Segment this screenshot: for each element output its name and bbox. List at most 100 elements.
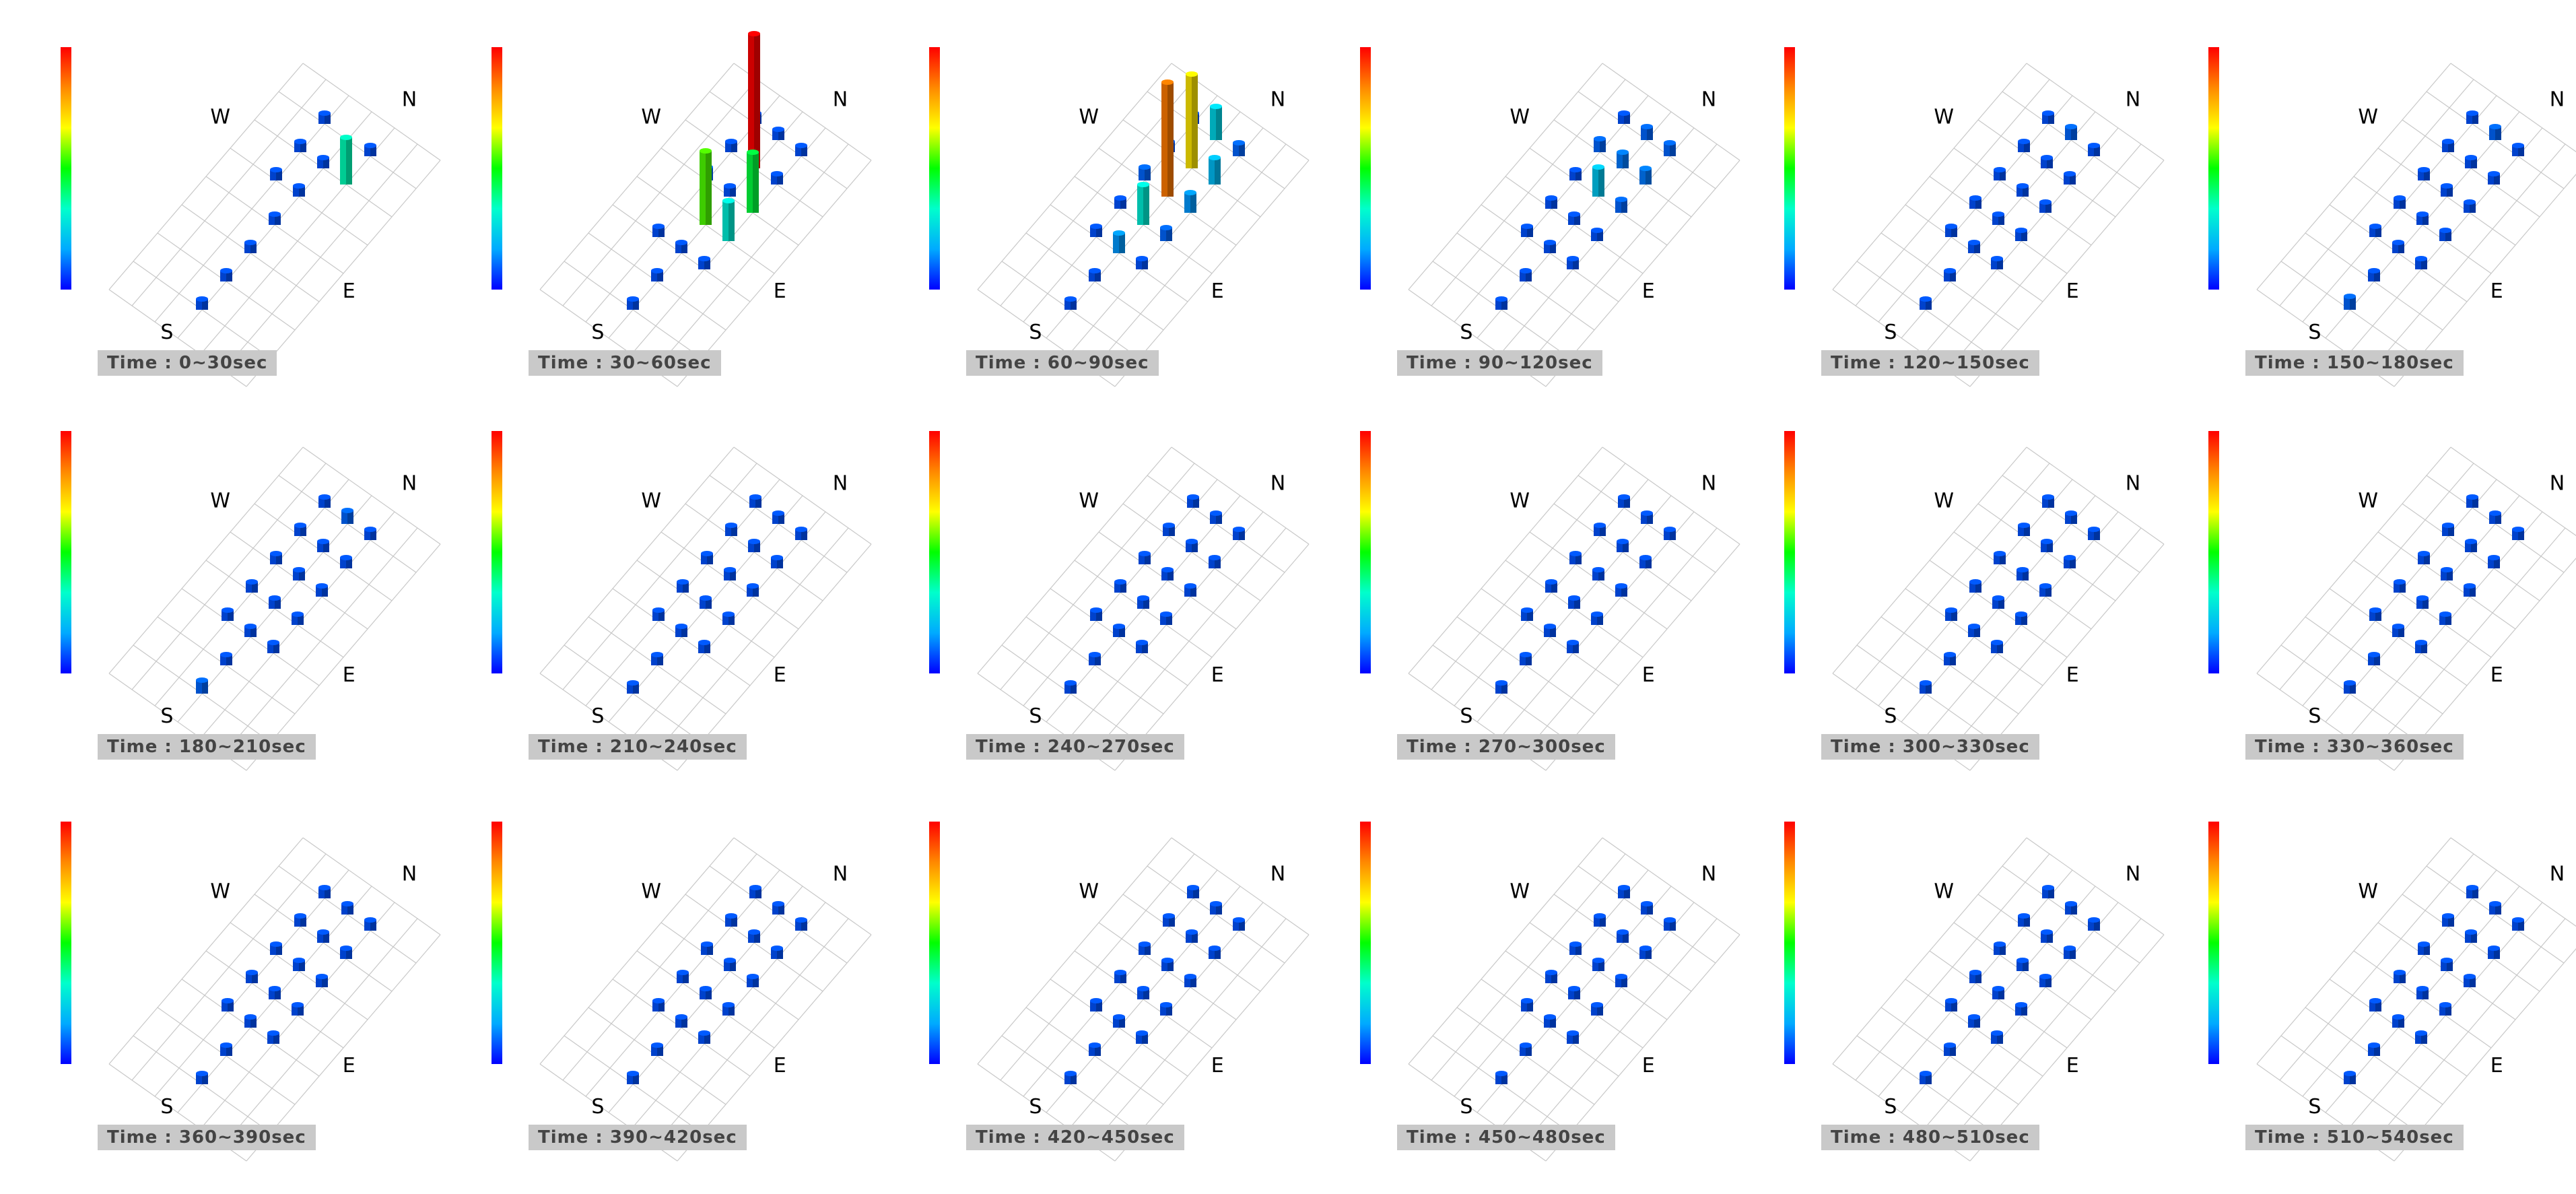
colorbar [1360, 822, 1371, 1064]
data-bar [724, 567, 736, 581]
data-bar [1591, 1002, 1603, 1016]
data-bar [2016, 958, 2029, 971]
chart-panel: N S E W Time : 210~240sec [471, 411, 889, 788]
data-bar [677, 579, 689, 593]
data-bar [1618, 110, 1630, 124]
data-bar [2064, 946, 2076, 959]
direction-label-north: N [2550, 88, 2565, 112]
data-bar [722, 1002, 735, 1016]
direction-label-east: E [774, 1054, 786, 1077]
data-bar [2439, 228, 2451, 241]
data-bar [1210, 510, 1222, 524]
data-bar [2418, 551, 2430, 564]
colorbar [1784, 822, 1795, 1064]
chart-svg: N S E W [929, 822, 1310, 1162]
data-bar [1136, 640, 1148, 653]
data-bar [1233, 527, 1245, 540]
data-bar [2088, 143, 2100, 156]
data-bar [1568, 986, 1580, 999]
data-bar [1664, 527, 1676, 540]
data-bar [701, 551, 713, 564]
data-bar [2441, 567, 2453, 581]
data-bar [293, 958, 305, 971]
direction-label-west: W [1079, 880, 1099, 903]
data-bar [2512, 143, 2524, 156]
data-bar [2465, 929, 2477, 943]
data-bar [651, 1042, 663, 1056]
data-bar [2465, 539, 2477, 552]
direction-label-east: E [2490, 279, 2503, 303]
data-bar [1139, 551, 1151, 564]
chart-svg: N S E W [2208, 822, 2576, 1162]
data-bar [1994, 941, 2006, 955]
time-caption: Time : 270~300sec [1397, 734, 1615, 760]
chart-panel: N S E W Time : 480~510sec [1764, 801, 2181, 1179]
chart-panel: N S E W Time : 450~480sec [1340, 801, 1757, 1179]
data-bar [2488, 946, 2500, 959]
direction-label-west: W [1510, 489, 1530, 512]
data-bar [269, 211, 281, 225]
data-bar [1187, 885, 1199, 898]
data-bar [1969, 195, 1981, 209]
data-bar [2489, 124, 2501, 140]
data-bar [244, 1014, 257, 1028]
data-bar [1594, 913, 1606, 927]
data-bar [1567, 256, 1579, 269]
data-bar [196, 677, 208, 694]
data-bar [1568, 595, 1580, 609]
data-bar [1163, 523, 1175, 536]
direction-label-east: E [343, 1054, 355, 1077]
data-bar [748, 31, 760, 168]
data-bar [2368, 1042, 2380, 1056]
data-bar [1615, 974, 1627, 987]
data-bar [246, 970, 258, 983]
data-bar [1161, 567, 1174, 581]
direction-label-west: W [1934, 880, 1954, 903]
data-bar [651, 652, 663, 665]
data-bar [1089, 1042, 1101, 1056]
data-bar [1184, 190, 1196, 213]
data-bar [2394, 970, 2406, 983]
colorbar [1360, 431, 1371, 673]
time-caption: Time : 300~330sec [1821, 734, 2039, 760]
data-bar [1090, 607, 1102, 621]
data-bar [1594, 136, 1606, 152]
data-bar [771, 171, 783, 185]
data-bar [244, 240, 257, 253]
data-bar [1495, 296, 1507, 310]
data-bar [222, 607, 234, 621]
direction-label-north: N [2126, 88, 2140, 112]
data-bar [1618, 885, 1630, 898]
data-bar [724, 183, 736, 197]
direction-label-west: W [1510, 105, 1530, 129]
chart-panel: N S E W Time : 60~90sec [909, 27, 1326, 404]
direction-label-west: W [1934, 489, 1954, 512]
data-bar [2488, 171, 2500, 185]
direction-label-west: W [2358, 105, 2378, 129]
chart-svg: N S E W [1360, 431, 1740, 771]
direction-label-south: S [591, 704, 604, 728]
time-caption: Time : 510~540sec [2245, 1125, 2464, 1150]
data-bar [267, 1030, 279, 1044]
direction-label-west: W [641, 880, 661, 903]
data-bar [1591, 611, 1603, 625]
data-bar [2418, 941, 2430, 955]
direction-label-south: S [160, 704, 173, 728]
colorbar [1784, 47, 1795, 290]
colorbar [929, 431, 940, 673]
direction-label-south: S [1884, 1095, 1897, 1119]
data-bar [748, 929, 760, 943]
data-bar [2018, 523, 2030, 536]
data-bar [1639, 946, 1652, 959]
data-bar [748, 539, 760, 552]
direction-label-west: W [1934, 105, 1954, 129]
data-bar [1161, 958, 1174, 971]
data-bar [1592, 567, 1604, 581]
data-bar [293, 183, 305, 197]
data-bar [722, 611, 735, 625]
chart-panel: N S E W Time : 180~210sec [40, 411, 458, 788]
data-bar [1944, 1042, 1956, 1056]
colorbar [61, 431, 71, 673]
data-bar [220, 268, 232, 281]
data-bar [1992, 595, 2004, 609]
